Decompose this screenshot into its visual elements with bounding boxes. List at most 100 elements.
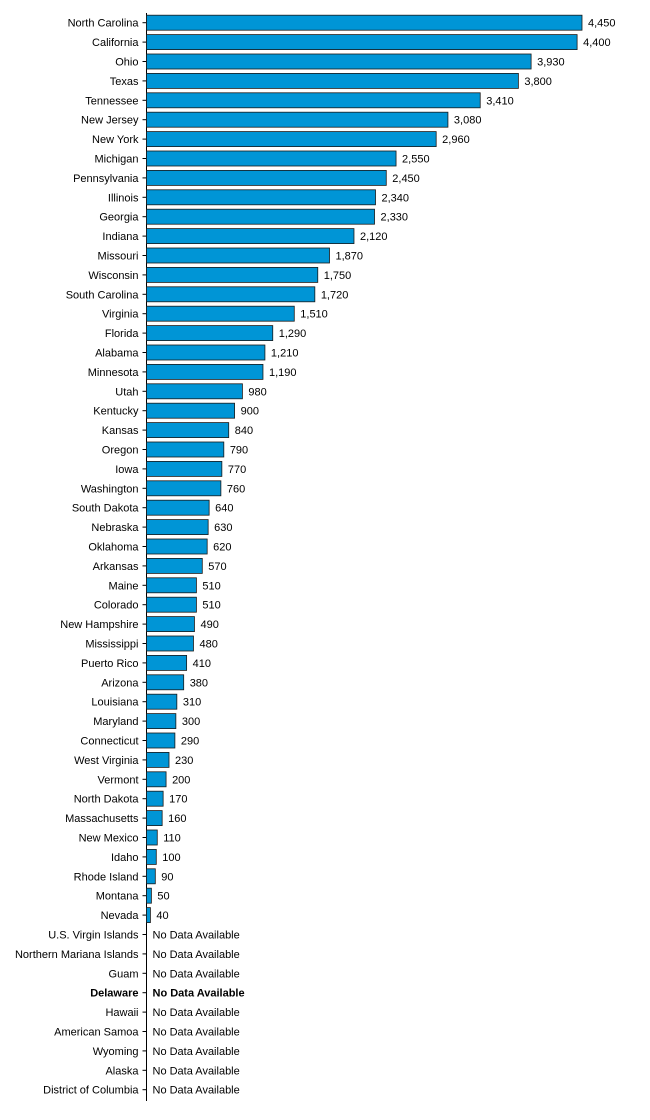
bar <box>146 907 151 923</box>
bar <box>146 150 397 167</box>
value-label: 380 <box>190 677 208 689</box>
bar <box>146 519 209 535</box>
bar <box>146 383 243 400</box>
value-label: 40 <box>156 910 168 922</box>
category-label: Wisconsin <box>88 270 138 282</box>
value-label: 510 <box>202 580 220 592</box>
bar <box>146 538 208 555</box>
value-label: 490 <box>200 619 218 631</box>
value-label: 2,960 <box>442 134 470 146</box>
value-label: 290 <box>181 736 199 748</box>
value-label: 2,330 <box>381 212 409 224</box>
value-label: 90 <box>161 871 173 883</box>
bar <box>146 810 163 826</box>
value-label: 1,210 <box>271 348 299 360</box>
category-label: Minnesota <box>88 367 140 379</box>
category-label: Guam <box>109 968 139 980</box>
value-label: 900 <box>241 406 259 418</box>
value-label: 770 <box>228 464 246 476</box>
category-label: Arkansas <box>93 561 139 573</box>
value-label: 640 <box>215 503 233 515</box>
value-label: 1,750 <box>324 270 352 282</box>
value-label: 4,400 <box>583 37 611 49</box>
value-label: 3,930 <box>537 57 565 69</box>
value-label: 2,550 <box>402 154 430 166</box>
value-label: No Data Available <box>153 1027 240 1039</box>
value-label: 620 <box>213 542 231 554</box>
category-label: South Carolina <box>66 289 140 301</box>
category-label: Colorado <box>94 600 139 612</box>
value-label: 1,290 <box>279 328 307 340</box>
category-label: New Mexico <box>79 833 139 845</box>
bar <box>146 73 519 89</box>
category-label: Connecticut <box>80 736 138 748</box>
category-label: Montana <box>96 891 140 903</box>
category-label: Washington <box>81 483 139 495</box>
category-label: Tennessee <box>85 95 138 107</box>
bar <box>146 228 355 245</box>
value-label: 2,450 <box>392 173 420 185</box>
category-label: North Carolina <box>68 18 140 30</box>
value-label: 110 <box>163 833 181 845</box>
category-label: North Dakota <box>74 794 140 806</box>
value-label: 790 <box>230 445 248 457</box>
category-label: Louisiana <box>91 697 139 709</box>
value-label: 840 <box>235 425 253 437</box>
bar <box>146 460 223 477</box>
bar <box>146 596 197 613</box>
value-label: 570 <box>208 561 226 573</box>
category-label: Kentucky <box>93 406 139 418</box>
value-label: No Data Available <box>153 1007 240 1019</box>
bar <box>146 441 225 458</box>
value-label: 3,080 <box>454 115 482 127</box>
bar <box>146 616 195 632</box>
bar <box>146 402 235 419</box>
bar <box>146 92 481 109</box>
bar <box>146 635 194 652</box>
value-label: 510 <box>202 600 220 612</box>
bar <box>146 14 583 31</box>
category-label: Kansas <box>102 425 139 437</box>
value-label: 980 <box>248 386 266 398</box>
category-label: Idaho <box>111 852 139 864</box>
category-label: Illinois <box>108 192 139 204</box>
category-label: Indiana <box>102 231 139 243</box>
bar <box>146 53 532 70</box>
bar <box>146 499 210 516</box>
category-label: Massachusetts <box>65 813 139 825</box>
category-label: Alaska <box>105 1065 139 1077</box>
value-label: 2,340 <box>382 192 410 204</box>
value-label: No Data Available <box>153 1046 240 1058</box>
value-label: 230 <box>175 755 193 767</box>
value-label: No Data Available <box>153 1065 240 1077</box>
value-label: 300 <box>182 716 200 728</box>
bar <box>146 752 170 768</box>
value-label: 50 <box>157 891 169 903</box>
category-label: Florida <box>105 328 140 340</box>
value-label: No Data Available <box>153 968 240 980</box>
category-label: Maine <box>109 580 139 592</box>
bar <box>146 131 437 148</box>
bar <box>146 732 176 749</box>
bar <box>146 363 264 380</box>
value-label: 630 <box>214 522 232 534</box>
bar <box>146 829 158 846</box>
category-label: Nevada <box>101 910 140 922</box>
category-label: Oregon <box>102 445 139 457</box>
category-label: Vermont <box>98 774 139 786</box>
value-label: 1,720 <box>321 289 349 301</box>
category-label: Oklahoma <box>88 542 139 554</box>
category-label: Virginia <box>102 309 139 321</box>
value-label: 2,120 <box>360 231 388 243</box>
value-label: No Data Available <box>153 930 240 942</box>
bar <box>146 558 203 574</box>
category-label: U.S. Virgin Islands <box>48 930 139 942</box>
bar <box>146 868 156 885</box>
bar <box>146 655 188 671</box>
category-label: South Dakota <box>72 503 140 515</box>
category-label: Nebraska <box>91 522 139 534</box>
bar <box>146 422 230 439</box>
value-label: 480 <box>199 639 217 651</box>
bar <box>146 674 185 691</box>
value-label: 160 <box>168 813 186 825</box>
